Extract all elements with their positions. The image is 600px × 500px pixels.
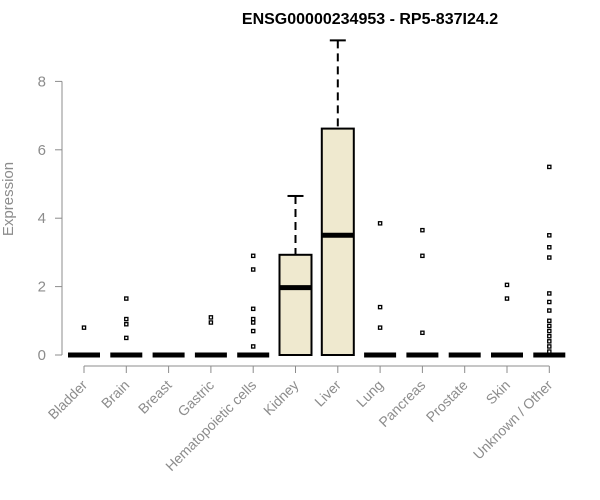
box-skin <box>491 282 523 358</box>
outlier-point <box>250 316 256 322</box>
box-unknown-other <box>533 164 566 358</box>
outlier-point <box>124 316 129 322</box>
x-tick-label: Breast <box>135 377 175 417</box>
iqr-box <box>320 127 355 356</box>
outlier-point <box>547 245 552 250</box>
outlier-point <box>250 253 256 259</box>
outlier-point <box>420 227 425 233</box>
x-tick-label: Pancreas <box>375 377 428 430</box>
outlier-point <box>547 323 552 329</box>
outlier-point <box>547 233 552 238</box>
x-tick-label: Brain <box>98 377 132 411</box>
outlier-point <box>547 339 552 344</box>
outlier-point <box>547 328 552 334</box>
y-axis-label: Expression <box>0 162 17 236</box>
outlier-point <box>547 344 552 349</box>
x-tick-label: Lung <box>353 377 386 410</box>
outlier-point <box>547 291 552 296</box>
outlier-point <box>504 282 510 288</box>
y-axis: 0 2 4 6 8 <box>38 73 63 364</box>
outlier-point <box>124 335 129 341</box>
outlier-point <box>250 267 256 272</box>
outlier-point <box>250 328 256 334</box>
box-kidney <box>278 194 313 357</box>
outlier-point <box>250 344 256 349</box>
box-liver <box>320 39 355 356</box>
box-bladder <box>68 325 100 358</box>
x-tick-label: Prostate <box>423 377 471 425</box>
box-brain <box>110 296 143 358</box>
outlier-point <box>547 333 552 339</box>
x-tick-label: Skin <box>483 377 514 408</box>
outlier-point <box>377 325 383 330</box>
outlier-point <box>547 255 552 260</box>
x-tick-label: Bladder <box>45 377 91 423</box>
y-tick-label: 2 <box>38 279 46 296</box>
outlier-point <box>420 330 425 336</box>
x-tick-label: Unknown / Other <box>470 377 556 463</box>
y-tick-label: 0 <box>38 347 46 364</box>
x-tick-label: Liver <box>311 377 344 410</box>
y-tick-label: 4 <box>38 210 46 227</box>
x-tick-label: Kidney <box>260 377 302 419</box>
box-hematopoietic-cells <box>237 253 270 358</box>
outlier-point <box>208 315 214 320</box>
outlier-point <box>504 296 510 301</box>
outlier-point <box>250 320 256 325</box>
outlier-point <box>124 321 129 327</box>
outlier-point <box>420 253 425 259</box>
outlier-point <box>208 320 214 325</box>
y-tick-label: 8 <box>38 73 46 90</box>
outlier-point <box>547 164 552 170</box>
outlier-point <box>250 306 256 312</box>
box-lung <box>364 221 397 358</box>
outlier-point <box>124 296 129 301</box>
chart-title: ENSG00000234953 - RP5-837I24.2 <box>242 11 498 28</box>
outlier-point <box>377 304 383 310</box>
outlier-point <box>547 308 552 313</box>
outlier-point <box>377 221 383 226</box>
y-tick-label: 6 <box>38 142 46 159</box>
box-gastric <box>194 315 227 358</box>
outlier-point <box>547 318 552 324</box>
box-pancreas <box>406 227 439 358</box>
outlier-point <box>81 325 87 330</box>
box-series <box>68 39 566 358</box>
iqr-box <box>278 253 313 357</box>
outlier-point <box>547 299 552 305</box>
outlier-point <box>547 349 552 354</box>
